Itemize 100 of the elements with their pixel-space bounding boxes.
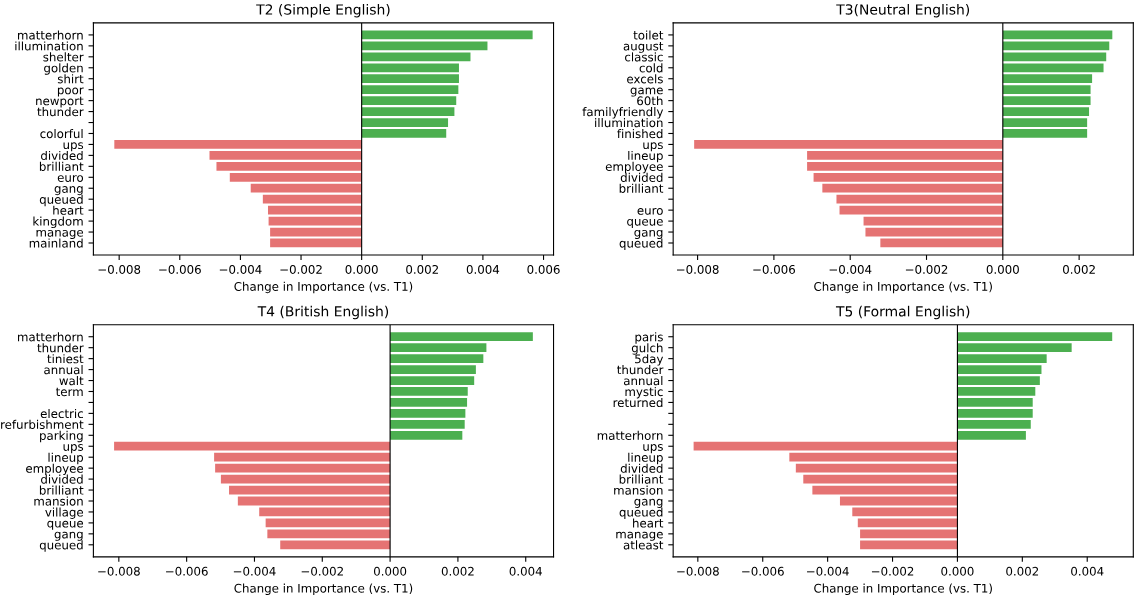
x-tick-label: 0.002	[406, 264, 438, 274]
x-tick-label: 0.000	[986, 264, 1019, 274]
x-tick-label: −0.004	[219, 264, 262, 274]
x-tick-label: −0.002	[301, 566, 343, 576]
y-tick-label: mystic	[625, 387, 663, 399]
y-tick-label: gang	[54, 531, 83, 541]
x-tick-label: −0.004	[829, 264, 872, 274]
y-tick-label: matterhorn	[18, 30, 83, 40]
y-tick-label: queue	[627, 218, 663, 229]
y-tick-label: ups	[643, 142, 663, 152]
y-tick-label: newport	[36, 96, 84, 108]
x-tick-label: −0.008	[677, 566, 719, 576]
y-tick-label: gulch	[631, 343, 663, 355]
y-tick-label: tiniest	[47, 354, 84, 364]
y-tick-label: 60th	[637, 96, 663, 106]
y-tick-label: shirt	[57, 74, 84, 84]
x-tick-label: −0.006	[159, 264, 201, 274]
x-tick-label: −0.002	[871, 566, 914, 576]
x-tick-label: −0.006	[166, 566, 208, 576]
y-tick-label: mainland	[29, 238, 83, 248]
y-tick-label: august	[623, 42, 664, 53]
y-tick-label: kingdom	[33, 216, 83, 229]
y-tick-label: thunder	[617, 365, 664, 375]
y-tick-label: lineup	[48, 452, 84, 465]
y-tick-label: queue	[47, 520, 84, 530]
y-tick-label: queued	[39, 194, 83, 207]
x-axis-title: Change in Importance (vs. T1)	[234, 583, 413, 595]
x-tick-label: 0.002	[1063, 264, 1095, 274]
y-tick-label: colorful	[40, 129, 83, 139]
x-tick-label: −0.004	[807, 566, 849, 576]
y-tick-label: divided	[620, 172, 663, 182]
y-tick-label: annual	[44, 365, 83, 375]
y-tick-label: illumination	[15, 41, 83, 51]
y-tick-label: brilliant	[619, 183, 664, 193]
x-tick-label: −0.008	[98, 264, 141, 274]
y-tick-label: employee	[605, 161, 663, 174]
y-tick-label: euro	[637, 208, 663, 215]
y-tick-label: matterhorn	[18, 332, 83, 342]
y-tick-label: ups	[63, 444, 84, 454]
y-tick-label: brilliant	[39, 161, 84, 171]
y-tick-label: lineup	[628, 150, 663, 163]
y-tick-label: atleast	[623, 540, 664, 550]
x-tick-label: 0.000	[941, 566, 974, 576]
x-tick-label: −0.002	[280, 264, 322, 274]
y-tick-label: euro	[57, 175, 84, 182]
y-tick-label: gang	[634, 229, 663, 239]
y-tick-label: 5day	[635, 354, 664, 366]
y-tick-label: thunder	[37, 343, 84, 353]
x-tick-label: −0.006	[742, 566, 784, 576]
y-tick-label: annual	[623, 376, 663, 386]
y-tick-label: lineup	[628, 452, 663, 465]
x-tick-label: −0.004	[233, 566, 276, 576]
y-tick-label: term	[55, 387, 83, 397]
x-tick-label: 0.006	[527, 264, 560, 274]
y-tick-label: thunder	[37, 107, 84, 117]
y-tick-label: heart	[633, 518, 664, 528]
y-tick-label: excels	[627, 74, 663, 84]
x-tick-label: 0.004	[466, 264, 500, 274]
y-tick-label: finished	[617, 129, 663, 139]
x-tick-label: 0.004	[1071, 566, 1104, 576]
y-tick-label: cold	[639, 63, 663, 73]
x-tick-label: −0.008	[98, 566, 140, 576]
chart-title: T2 (Simple English)	[256, 3, 390, 18]
x-tick-label: 0.004	[509, 566, 542, 576]
x-axis-title: Change in Importance (vs. T1)	[814, 583, 992, 595]
y-tick-label: toilet	[633, 30, 664, 40]
y-tick-label: parking	[40, 430, 83, 443]
y-tick-label: illumination	[595, 118, 663, 128]
chart-title: T4 (British English)	[257, 305, 389, 320]
y-tick-label: employee	[26, 463, 84, 476]
y-tick-label: village	[45, 507, 84, 519]
y-tick-label: classic	[625, 52, 663, 62]
chart-title: T5 (Formal English)	[835, 305, 970, 320]
x-tick-label: −0.002	[905, 264, 948, 274]
y-tick-label: familyfriendly	[582, 107, 664, 119]
y-tick-label: ups	[643, 444, 663, 454]
y-tick-label: brilliant	[39, 485, 84, 495]
y-tick-label: queued	[619, 507, 663, 519]
y-tick-label: mansion	[34, 496, 83, 506]
y-tick-label: walt	[59, 376, 84, 386]
y-tick-label: queued	[39, 540, 83, 552]
y-tick-label: mansion	[614, 485, 663, 495]
y-tick-label: electric	[40, 408, 83, 419]
y-tick-label: manage	[616, 531, 663, 541]
y-tick-label: divided	[41, 474, 83, 484]
y-tick-label: gang	[634, 498, 663, 508]
y-tick-label: matterhorn	[597, 430, 663, 440]
chart-title: T3(Neutral English)	[836, 3, 970, 18]
y-tick-label: paris	[635, 332, 663, 344]
y-tick-label: refurbishment	[1, 419, 84, 429]
y-tick-label: divided	[41, 150, 83, 161]
y-tick-label: gang	[54, 186, 83, 196]
x-axis-title: Change in Importance (vs. T1)	[814, 281, 992, 294]
y-tick-label: game	[630, 87, 663, 97]
x-axis-title: Change in Importance (vs. T1)	[234, 281, 413, 294]
y-tick-label: poor	[57, 87, 84, 97]
x-tick-label: 0.000	[373, 566, 407, 576]
x-tick-label: 0.002	[441, 566, 474, 576]
y-tick-label: heart	[53, 205, 84, 215]
y-tick-label: ups	[63, 142, 84, 152]
